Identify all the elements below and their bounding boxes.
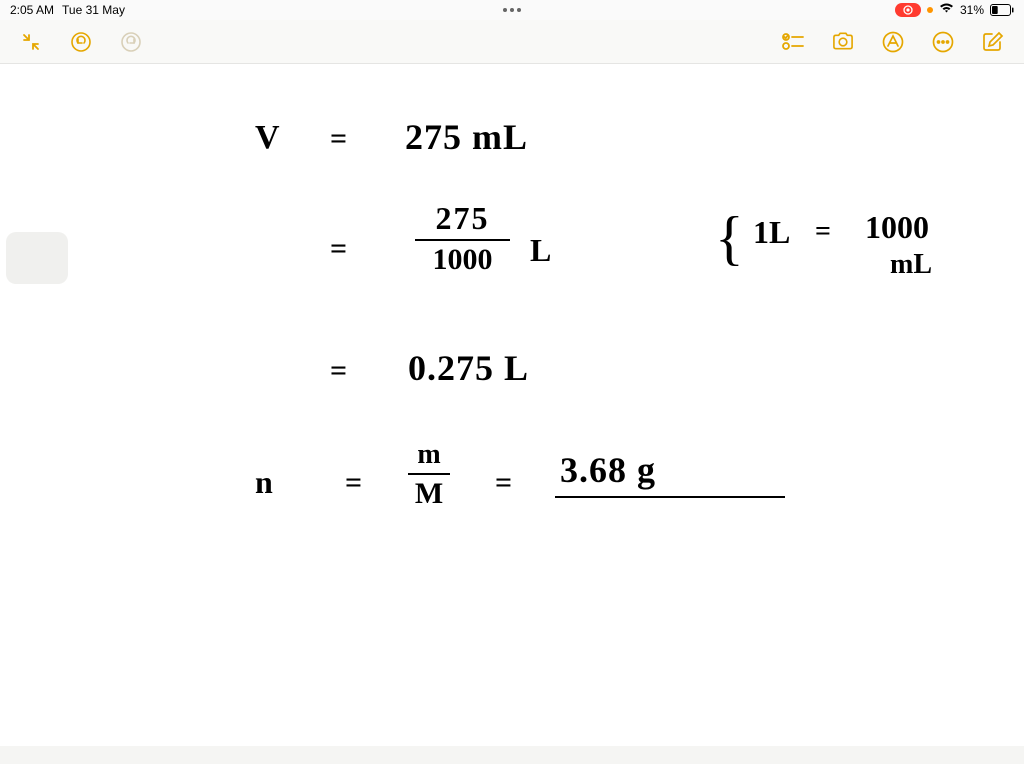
status-date: Tue 31 May (62, 3, 125, 17)
hw-frac2-den: M (415, 477, 443, 511)
notes-toolbar (0, 20, 1024, 64)
status-left: 2:05 AM Tue 31 May (10, 3, 125, 17)
battery-percent: 31% (960, 3, 984, 17)
status-right: 31% (895, 3, 1014, 17)
note-canvas[interactable]: V = 275 mL = 275 1000 L { 1L = 1000 mL =… (0, 64, 1024, 764)
mic-indicator-dot (927, 7, 933, 13)
hw-v-var: V (255, 119, 280, 157)
hw-n-var: n (255, 464, 273, 501)
hw-L1: L (530, 232, 551, 269)
redo-icon[interactable] (120, 31, 142, 53)
battery-icon (990, 4, 1014, 16)
hw-368g: 3.68 g (560, 449, 656, 491)
hw-frac1-den: 1000 (433, 243, 493, 277)
hw-eq3: = (330, 354, 347, 388)
hw-eq4: = (345, 466, 362, 500)
checklist-icon[interactable] (782, 31, 804, 53)
status-time: 2:05 AM (10, 3, 54, 17)
bottom-strip (0, 746, 1024, 764)
side-thumbnail[interactable] (6, 232, 68, 284)
hw-eq2: = (330, 232, 347, 266)
hw-frac1-num: 275 (436, 200, 490, 237)
hw-frac1: 275 1000 (415, 200, 510, 277)
compose-icon[interactable] (982, 31, 1004, 53)
multitask-dots[interactable] (503, 8, 521, 12)
wifi-icon (939, 3, 954, 17)
hw-underline (555, 496, 785, 498)
hw-mL: mL (890, 249, 932, 281)
screen-record-indicator[interactable] (895, 3, 921, 17)
hw-frac2: m M (408, 439, 450, 511)
more-icon[interactable] (932, 31, 954, 53)
hw-brace: { (715, 214, 744, 262)
hw-0275L: 0.275 L (408, 347, 529, 389)
hw-frac2-num: m (417, 439, 440, 471)
markup-icon[interactable] (882, 31, 904, 53)
hw-eq5: = (495, 466, 512, 500)
hw-275ml: 275 mL (405, 116, 528, 158)
collapse-icon[interactable] (20, 31, 42, 53)
status-bar: 2:05 AM Tue 31 May 31% (0, 0, 1024, 20)
camera-icon[interactable] (832, 31, 854, 53)
undo-icon[interactable] (70, 31, 92, 53)
hw-eq1: = (330, 122, 347, 156)
hw-1000: 1000 (865, 209, 929, 246)
hw-brace-eq: = (815, 216, 831, 248)
hw-1L: 1L (753, 214, 790, 251)
